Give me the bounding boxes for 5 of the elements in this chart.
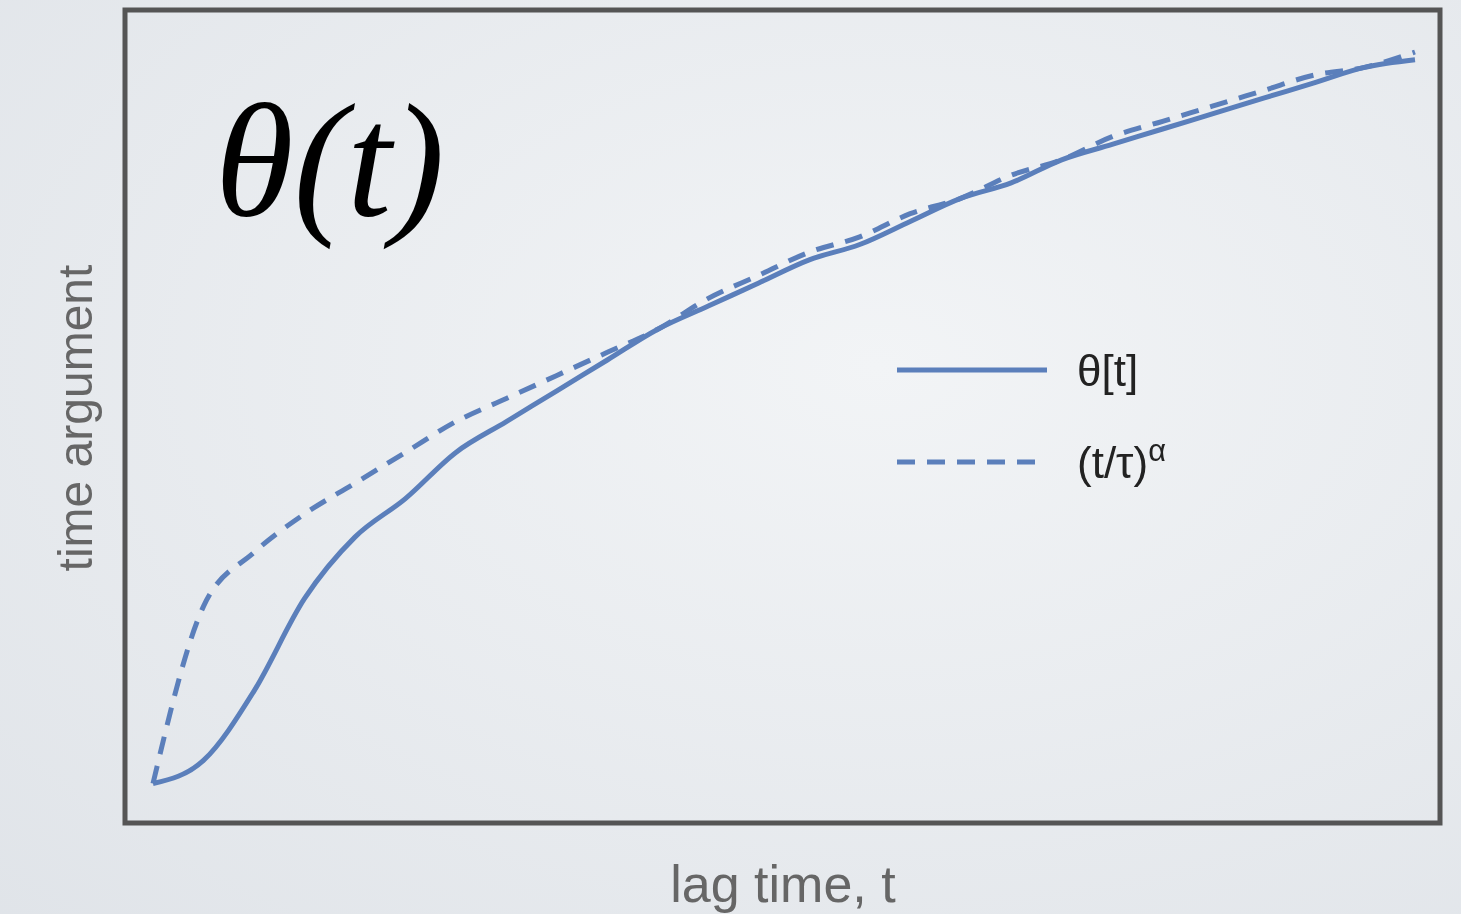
legend-label: θ[t] [1077, 346, 1139, 395]
y-axis-title: time argument [49, 264, 102, 572]
x-axis-title: lag time, t [670, 855, 897, 913]
legend-label: (t/τ)$^{α}$ [1077, 432, 1166, 487]
chart-title: θ(t) [215, 72, 445, 250]
